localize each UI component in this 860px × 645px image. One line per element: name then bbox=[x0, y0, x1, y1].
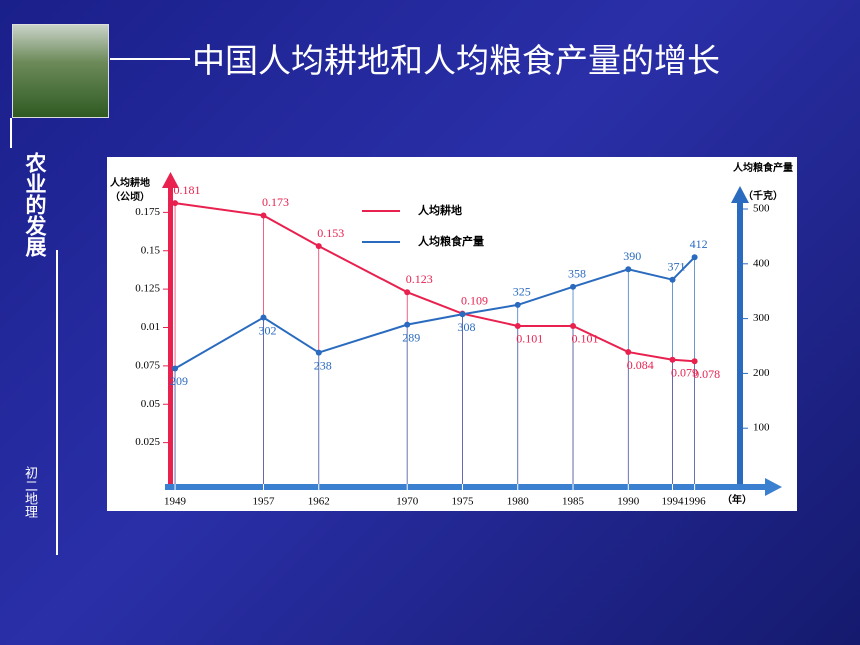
data-label: 0.101 bbox=[516, 332, 543, 346]
point bbox=[625, 266, 632, 273]
data-label: 390 bbox=[623, 249, 641, 263]
data-label: 302 bbox=[258, 323, 276, 337]
point bbox=[691, 254, 698, 261]
point bbox=[570, 322, 577, 329]
data-label: 0.079 bbox=[671, 365, 698, 379]
point bbox=[260, 314, 267, 321]
x-tick-label: 1962 bbox=[308, 496, 330, 508]
y2-tick-label: 200 bbox=[753, 367, 770, 379]
point bbox=[570, 283, 577, 290]
data-label: 289 bbox=[402, 330, 420, 344]
y2-tick-label: 300 bbox=[753, 312, 770, 324]
y-tick-label: 0.025 bbox=[135, 436, 160, 448]
point bbox=[172, 200, 179, 207]
data-label: 0.084 bbox=[627, 358, 654, 372]
data-label: 0.078 bbox=[693, 367, 720, 381]
y2-axis-arrow bbox=[731, 186, 749, 203]
photo bbox=[12, 24, 109, 118]
data-label: 371 bbox=[668, 259, 686, 273]
data-label: 0.123 bbox=[406, 272, 433, 286]
y2-axis-unit: （千克） bbox=[743, 189, 783, 202]
y2-axis-label: 人均粮食产量 bbox=[733, 161, 793, 174]
data-label: 358 bbox=[568, 267, 586, 281]
point bbox=[669, 356, 676, 363]
y2-tick-label: 500 bbox=[753, 203, 770, 215]
series-line bbox=[174, 256, 696, 370]
y2-tick-label: 400 bbox=[753, 257, 770, 269]
point bbox=[315, 243, 322, 250]
chart: 人均耕地（公顷）人均粮食产量（千克）（年）0.0250.050.0750.010… bbox=[107, 157, 797, 511]
x-tick-label: 1980 bbox=[507, 496, 530, 508]
y-tick-label: 0.175 bbox=[135, 206, 160, 218]
side-rule bbox=[10, 118, 12, 148]
x-tick-label: 1975 bbox=[451, 496, 474, 508]
data-label: 238 bbox=[314, 358, 332, 372]
y-axis-label: 人均耕地 bbox=[110, 176, 150, 189]
data-label: 0.173 bbox=[262, 195, 289, 209]
x-tick-label: 1949 bbox=[164, 496, 187, 508]
y-axis bbox=[168, 185, 173, 485]
point bbox=[514, 301, 521, 308]
footer-text: 初二地理 bbox=[22, 466, 37, 518]
x-tick-label: 1970 bbox=[396, 496, 419, 508]
point bbox=[625, 349, 632, 356]
y-tick-label: 0.075 bbox=[135, 359, 160, 371]
point bbox=[459, 311, 466, 318]
slide-title: 中国人均耕地和人均粮食产量的增长 bbox=[192, 41, 720, 80]
data-label: 0.181 bbox=[174, 183, 201, 197]
x-tick-label: 1994 bbox=[662, 496, 685, 508]
data-label: 0.153 bbox=[317, 226, 344, 240]
x-tick-label: 1996 bbox=[684, 496, 707, 508]
y2-axis bbox=[737, 200, 743, 485]
y-axis-unit: （公顷） bbox=[110, 190, 150, 203]
legend-label: 人均耕地 bbox=[418, 203, 462, 217]
legend-label: 人均粮食产量 bbox=[418, 234, 484, 248]
x-axis-unit: （年） bbox=[722, 493, 752, 506]
y2-tick-label: 100 bbox=[753, 422, 770, 434]
side-rule bbox=[56, 250, 58, 555]
series-line bbox=[174, 202, 695, 363]
point bbox=[404, 321, 411, 328]
y-tick-label: 0.05 bbox=[141, 398, 161, 410]
data-label: 209 bbox=[170, 374, 188, 388]
data-label: 325 bbox=[513, 285, 531, 299]
data-label: 0.101 bbox=[572, 332, 599, 346]
sidebar-title: 农业的发展 bbox=[23, 152, 47, 257]
x-tick-label: 1985 bbox=[562, 496, 585, 508]
x-axis bbox=[165, 484, 765, 490]
data-label: 308 bbox=[457, 320, 475, 334]
point bbox=[669, 276, 676, 283]
y-axis-arrow bbox=[162, 172, 179, 188]
point bbox=[514, 322, 521, 329]
point bbox=[172, 365, 179, 372]
x-tick-label: 1957 bbox=[252, 496, 275, 508]
title-rule bbox=[110, 58, 190, 60]
y-tick-label: 0.01 bbox=[141, 321, 160, 333]
point bbox=[260, 212, 267, 219]
x-axis-arrow bbox=[765, 478, 782, 496]
data-label: 412 bbox=[690, 237, 708, 251]
y-tick-label: 0.15 bbox=[141, 244, 161, 256]
data-label: 0.109 bbox=[461, 293, 488, 307]
x-tick-label: 1990 bbox=[617, 496, 640, 508]
point bbox=[404, 289, 411, 296]
point bbox=[691, 358, 698, 365]
point bbox=[315, 349, 322, 356]
y-tick-label: 0.125 bbox=[135, 283, 160, 295]
